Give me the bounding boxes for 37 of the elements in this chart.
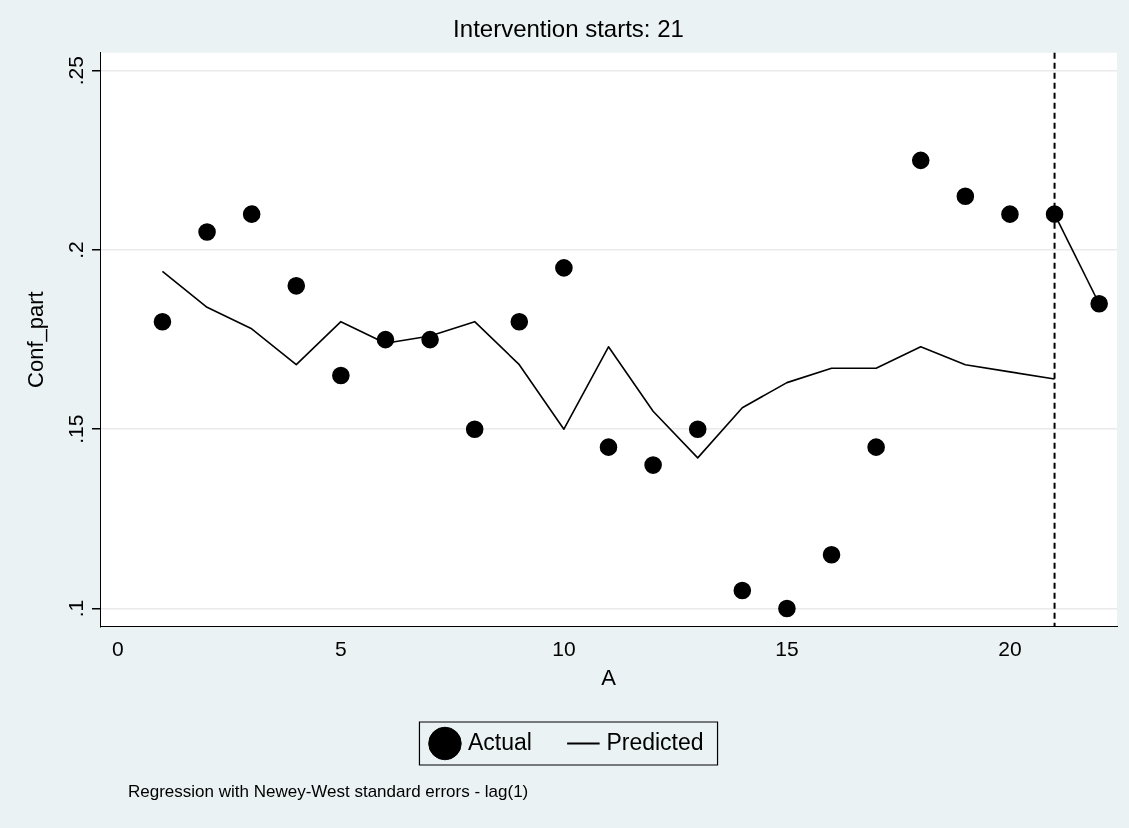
y-tick-label: .1 <box>64 599 88 618</box>
point <box>376 330 395 349</box>
chart-title: Intervention starts: 21 <box>453 15 684 43</box>
point <box>688 420 707 439</box>
point <box>332 366 350 385</box>
point <box>1001 205 1019 223</box>
legend-label: Actual <box>467 728 532 755</box>
point <box>911 151 930 170</box>
point <box>510 312 529 331</box>
point <box>421 330 439 349</box>
point <box>1090 294 1108 313</box>
point <box>644 456 662 474</box>
y-tick-label: .2 <box>64 241 88 259</box>
x-tick-label: 0 <box>112 636 124 660</box>
x-tick-label: 5 <box>335 636 347 660</box>
point <box>153 312 172 331</box>
point <box>778 599 796 618</box>
point <box>465 420 484 439</box>
y-tick-label: .25 <box>64 56 88 86</box>
point <box>198 223 216 241</box>
legend-label: Predicted <box>606 728 704 755</box>
point <box>242 205 261 223</box>
point <box>822 545 841 564</box>
text: Regression with Newey-West standard errors - lag(1) <box>128 782 529 802</box>
y-axis-title: Conf_part <box>23 291 49 388</box>
x-tick-label: 15 <box>775 636 799 660</box>
point <box>555 259 573 277</box>
y-tick-label: .15 <box>64 414 88 444</box>
point <box>1045 205 1064 223</box>
point <box>956 187 975 205</box>
x-axis-title: A <box>601 664 617 690</box>
point <box>599 438 618 456</box>
point <box>733 581 752 600</box>
point <box>287 277 306 295</box>
x-tick-label: 10 <box>552 636 576 660</box>
x-tick-label: 20 <box>998 636 1022 660</box>
point <box>867 438 885 456</box>
